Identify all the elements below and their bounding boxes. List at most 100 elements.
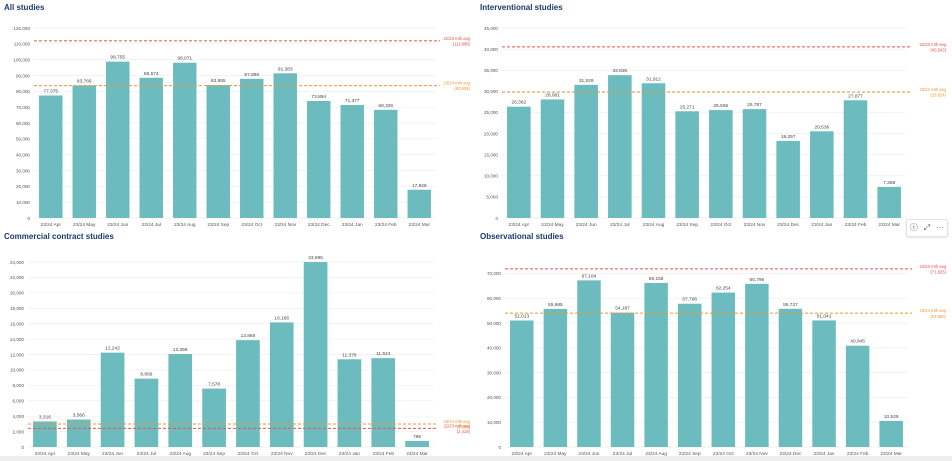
bar: [340, 104, 364, 218]
y-tick-label: 20,000: [10, 291, 24, 296]
y-tick-label: 100,000: [13, 57, 30, 62]
y-tick-label: 0: [21, 445, 24, 450]
x-tick-label: 23/24 Jan: [814, 451, 835, 457]
chart-all-studies: 0 10,000 20,000 30,000 40,000 50,000 60,000 70,…: [13, 26, 470, 228]
bar-value-label: 68,326: [378, 103, 393, 109]
reference-line-label: 23/24 mth avg: [443, 81, 470, 86]
x-tick-label: 23/24 Aug: [169, 451, 191, 457]
bar-value-label: 11,524: [376, 351, 391, 357]
bar-value-label: 16,166: [274, 315, 289, 321]
x-tick-label: 23/24 Nov: [744, 222, 766, 228]
bar: [33, 421, 57, 447]
y-tick-label: 35,000: [484, 68, 498, 73]
y-tick-label: 30,000: [16, 168, 30, 173]
bar-value-label: 62,254: [716, 286, 731, 292]
y-tick-label: 12,000: [10, 352, 24, 357]
bar-value-label: 77,375: [43, 88, 58, 94]
y-tick-label: 20,000: [487, 395, 501, 400]
y-tick-label: 70,000: [487, 271, 501, 276]
bar: [236, 340, 260, 447]
bar: [675, 111, 699, 218]
bar: [139, 77, 163, 218]
y-tick-label: 18,000: [10, 306, 24, 311]
bar-value-label: 40,845: [850, 339, 865, 345]
bar-value-label: 18,257: [781, 134, 796, 140]
bar-value-label: 3,566: [73, 413, 85, 419]
bar: [407, 189, 431, 218]
y-tick-label: 60,000: [16, 121, 30, 126]
y-tick-label: 16,000: [10, 321, 24, 326]
bar-value-label: 66,158: [649, 276, 664, 282]
chart-title: Interventional studies: [480, 3, 563, 12]
x-tick-label: 23/24 Aug: [645, 451, 667, 457]
reference-line-label: 22/23 mth avg: [919, 42, 946, 47]
bottom-border: [0, 456, 952, 461]
bar: [100, 352, 125, 447]
bar: [510, 320, 534, 447]
x-tick-label: 23/24 Nov: [274, 222, 296, 228]
bar-value-label: 31,529: [579, 78, 594, 84]
bar: [374, 109, 398, 218]
reference-line-value: (40,543): [930, 47, 946, 52]
reference-line-value: (2,418): [457, 429, 471, 434]
x-tick-label: 23/24 Jun: [107, 222, 128, 228]
reference-line-value: (53,963): [930, 314, 946, 319]
chart-panel-all-studies: All studies 0 10,000 20,000 30,000 40,000 50,…: [0, 0, 476, 232]
bar: [405, 440, 429, 447]
y-tick-label: 40,000: [16, 152, 30, 157]
x-tick-label: 23/24 Oct: [710, 222, 731, 228]
y-tick-label: 30,000: [487, 370, 501, 375]
y-tick-label: 80,000: [16, 89, 30, 94]
reference-line-label: 23/24 mth avg: [443, 419, 470, 424]
bar: [39, 95, 63, 218]
bar: [106, 61, 130, 219]
bar: [66, 419, 91, 447]
reference-line-label: 23/24 mth avg: [919, 87, 946, 92]
bar: [709, 110, 733, 218]
bar: [641, 83, 666, 219]
bar-value-label: 31,912: [646, 76, 661, 82]
bar: [173, 62, 197, 218]
y-tick-label: 90,000: [16, 73, 30, 78]
reference-line-value: (71,825): [930, 269, 946, 274]
bar-value-label: 3,316: [39, 414, 51, 420]
x-tick-label: 23/24 Nov: [271, 451, 293, 457]
bar: [134, 378, 159, 447]
x-tick-label: 23/24 Feb: [845, 222, 867, 228]
bar: [574, 84, 598, 218]
y-tick-label: 6,000: [13, 399, 25, 404]
x-tick-label: 23/24 May: [68, 451, 91, 457]
x-tick-label: 23/24 Mar: [878, 222, 900, 228]
bar-value-label: 17,829: [412, 183, 427, 189]
bar-value-label: 7,368: [883, 180, 895, 186]
bar: [543, 308, 568, 447]
x-tick-label: 23/24 Oct: [238, 451, 259, 457]
bar-value-label: 12,242: [105, 346, 120, 352]
bar-value-label: 23,995: [308, 255, 323, 261]
more-options-icon[interactable]: ···: [936, 223, 945, 232]
x-tick-label: 23/24 May: [73, 222, 96, 228]
bar-value-label: 12,058: [173, 347, 188, 353]
bar-value-label: 25,555: [713, 103, 728, 109]
info-icon[interactable]: ⓘ: [909, 223, 918, 232]
bar: [812, 320, 836, 447]
chart-interventional-studies: 0 5,000 10,000 15,000 20,000 25,000 30,000 35,0…: [484, 26, 947, 228]
bar-value-label: 51,013: [514, 313, 529, 319]
bar-value-label: 83,955: [211, 78, 226, 84]
x-tick-label: 23/24 Sep: [679, 451, 701, 457]
bar-value-label: 28,081: [545, 92, 560, 98]
expand-icon[interactable]: ⤢: [923, 223, 931, 232]
x-tick-label: 23/24 Jun: [102, 451, 123, 457]
chart-title: Commercial contract studies: [4, 232, 114, 241]
bar-value-label: 88,574: [144, 71, 159, 77]
bar-value-label: 13,865: [241, 333, 256, 339]
x-tick-label: 23/24 Dec: [308, 222, 330, 228]
bar-value-label: 8,869: [140, 372, 152, 378]
bar: [72, 85, 96, 218]
bar-value-label: 71,377: [345, 98, 360, 104]
x-tick-label: 23/24 Mar: [880, 451, 902, 457]
bar: [307, 101, 331, 218]
x-tick-label: 23/24 Apr: [509, 222, 530, 228]
chart-title: All studies: [4, 3, 45, 12]
bar: [711, 292, 736, 447]
